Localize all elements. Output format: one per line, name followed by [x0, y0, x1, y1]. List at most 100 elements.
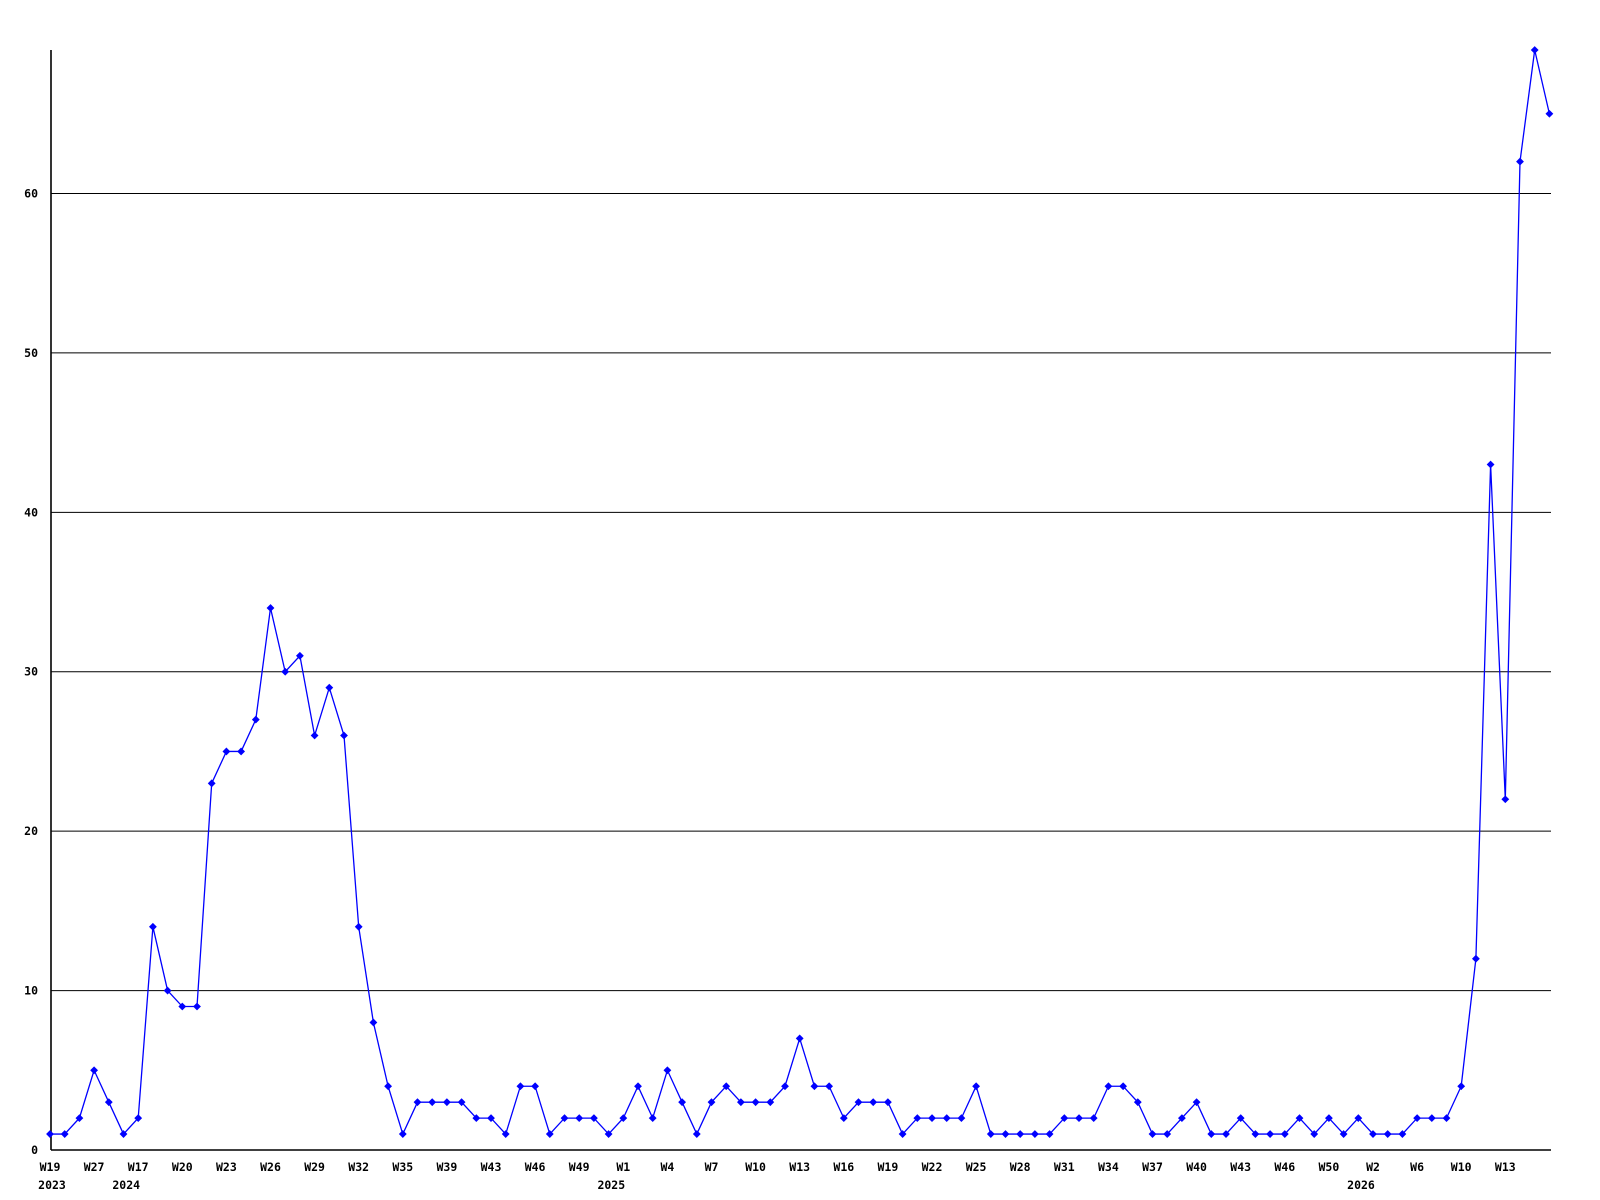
data-point-marker — [575, 1114, 584, 1123]
data-point-marker — [1163, 1130, 1172, 1138]
data-point-marker — [428, 1098, 437, 1107]
x-tick-label: W27 — [84, 1160, 105, 1174]
x-tick-label: W4 — [660, 1160, 674, 1174]
data-point-marker — [781, 1082, 789, 1091]
data-point-marker — [1104, 1082, 1113, 1091]
data-point-marker — [1471, 954, 1480, 963]
gridlines — [51, 192, 1551, 992]
data-point-marker — [619, 1114, 628, 1123]
data-point-marker — [1324, 1114, 1333, 1123]
data-point-marker — [986, 1130, 995, 1138]
data-point-marker — [1148, 1130, 1157, 1138]
data-point-marker — [766, 1098, 775, 1107]
data-point-marker — [869, 1098, 878, 1107]
x-tick-label: W34 — [1098, 1160, 1119, 1174]
data-point-marker — [1236, 1114, 1245, 1123]
data-point-marker — [854, 1098, 863, 1107]
data-point-marker — [1516, 157, 1524, 166]
data-point-marker — [472, 1114, 481, 1123]
data-point-marker — [1545, 109, 1554, 118]
data-point-marker — [722, 1082, 731, 1091]
y-tick-label: 0 — [31, 1143, 38, 1157]
data-point-marker — [266, 604, 275, 612]
x-tick-label: W35 — [392, 1160, 413, 1174]
data-point-marker — [560, 1114, 569, 1123]
data-point-marker — [663, 1066, 672, 1075]
data-point-marker — [1266, 1130, 1275, 1138]
data-point-marker — [340, 731, 348, 740]
data-point-marker — [281, 667, 290, 676]
data-point-marker — [1295, 1114, 1304, 1123]
data-point-marker — [883, 1098, 892, 1107]
data-point-marker — [634, 1082, 642, 1091]
data-point-marker — [1501, 795, 1510, 804]
data-point-marker — [237, 747, 246, 756]
x-tick-label: W32 — [348, 1160, 369, 1174]
data-point-marker — [1427, 1114, 1436, 1123]
data-point-marker — [1442, 1114, 1451, 1123]
data-point-marker — [707, 1098, 716, 1107]
data-point-marker — [193, 1002, 201, 1011]
x-tick-label: W22 — [922, 1160, 943, 1174]
data-point-marker — [1369, 1130, 1377, 1138]
data-point-marker — [442, 1098, 451, 1107]
data-point-marker — [325, 683, 334, 692]
data-point-marker — [75, 1114, 84, 1123]
x-tick-label: W43 — [1230, 1160, 1251, 1174]
x-tick-label: W20 — [172, 1160, 193, 1174]
data-line — [50, 49, 1551, 1136]
data-point-marker — [1207, 1130, 1216, 1138]
x-tick-label: W19 — [40, 1160, 61, 1174]
data-point-marker — [134, 1114, 143, 1123]
y-tick-label: 10 — [24, 984, 38, 998]
x-year-label: 2024 — [112, 1178, 140, 1192]
y-tick-label: 20 — [24, 824, 38, 838]
data-point-marker — [692, 1130, 701, 1138]
x-tick-label: W16 — [833, 1160, 854, 1174]
y-tick-label: 30 — [24, 665, 38, 679]
data-point-marker — [1398, 1130, 1407, 1138]
data-point-marker — [736, 1098, 745, 1107]
data-points — [46, 46, 1554, 1138]
data-point-marker — [825, 1082, 834, 1091]
data-point-marker — [310, 731, 319, 740]
data-point-marker — [295, 651, 304, 660]
data-point-marker — [369, 1018, 378, 1027]
data-point-marker — [1016, 1130, 1025, 1138]
data-point-marker — [957, 1114, 966, 1123]
x-tick-label: W19 — [878, 1160, 899, 1174]
x-tick-label: W10 — [1451, 1160, 1472, 1174]
data-point-marker — [60, 1130, 69, 1138]
data-point-marker — [604, 1130, 613, 1138]
data-point-marker — [46, 1130, 54, 1138]
x-tick-label: W1 — [616, 1160, 630, 1174]
data-point-marker — [1001, 1130, 1010, 1138]
data-point-marker — [398, 1130, 407, 1138]
x-tick-label: W40 — [1186, 1160, 1207, 1174]
data-point-marker — [1280, 1130, 1289, 1138]
x-tick-label: W2 — [1366, 1160, 1380, 1174]
data-point-marker — [928, 1114, 936, 1123]
x-tick-label: W29 — [304, 1160, 325, 1174]
data-point-marker — [1119, 1082, 1128, 1091]
x-tick-label: W10 — [745, 1160, 766, 1174]
x-tick-label: W23 — [216, 1160, 237, 1174]
data-point-marker — [1530, 46, 1539, 54]
x-year-label: 2025 — [597, 1178, 625, 1192]
x-tick-label: W17 — [128, 1160, 149, 1174]
x-tick-label: W7 — [705, 1160, 719, 1174]
data-point-marker — [1354, 1114, 1363, 1123]
y-tick-label: 50 — [24, 346, 38, 360]
data-point-marker — [648, 1114, 657, 1123]
x-tick-label: W46 — [525, 1160, 546, 1174]
data-point-marker — [178, 1002, 187, 1011]
data-point-marker — [1339, 1130, 1348, 1138]
y-tick-label: 60 — [24, 186, 38, 200]
x-tick-label: W26 — [260, 1160, 281, 1174]
x-tick-label: W13 — [1495, 1160, 1516, 1174]
data-point-marker — [1457, 1082, 1466, 1091]
data-point-marker — [795, 1034, 804, 1043]
data-point-marker — [1192, 1098, 1201, 1107]
data-point-marker — [487, 1114, 495, 1123]
